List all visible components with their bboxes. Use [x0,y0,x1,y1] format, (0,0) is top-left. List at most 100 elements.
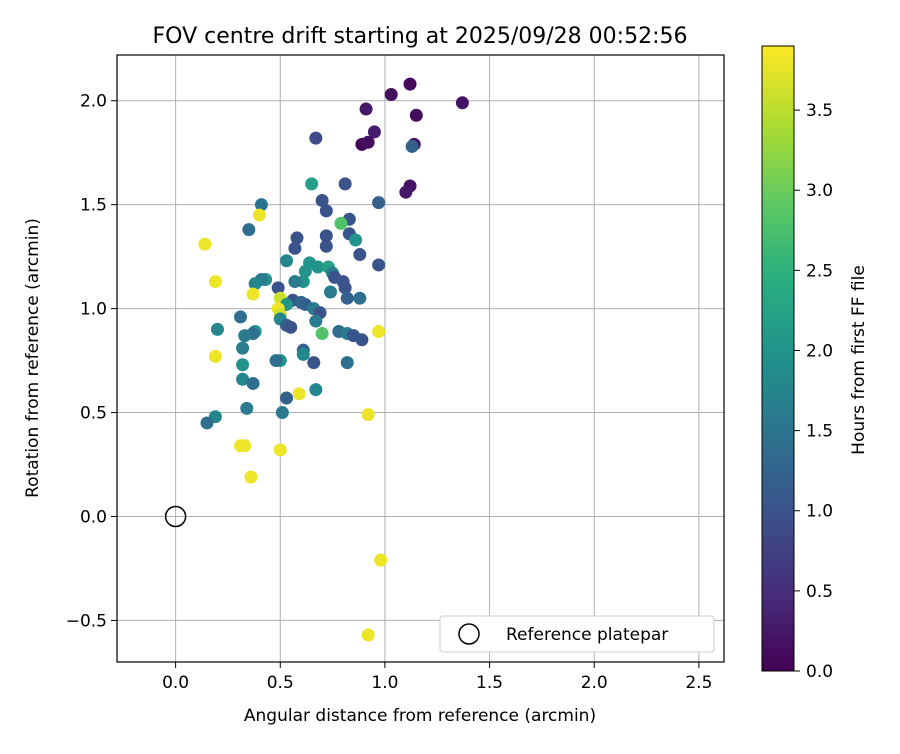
data-point [271,281,285,295]
colorbar-tick-label: 3.0 [806,181,833,201]
colorbar-tick-label: 1.0 [806,502,833,522]
data-point [236,372,250,386]
data-point [315,194,329,208]
x-axis-ticks: 0.0 0.5 1.0 1.5 2.0 2.5 [162,662,712,693]
x-tick-label: 1.5 [476,673,503,693]
data-point [455,96,469,110]
data-point [238,329,252,343]
data-point [269,354,283,368]
chart-title: FOV centre drift starting at 2025/09/28 … [153,24,688,49]
data-point [198,237,212,251]
x-tick-label: 0.5 [267,673,294,693]
data-point [309,131,323,145]
colorbar-tick-label: 0.5 [806,582,833,602]
data-point [319,204,333,218]
data-point [292,387,306,401]
data-point [403,77,417,91]
data-point [288,275,302,289]
data-point [338,281,352,295]
data-point [319,229,333,243]
data-point [409,108,423,122]
data-point [374,553,388,567]
data-point [355,333,369,347]
data-points [164,77,469,642]
x-tick-label: 1.0 [371,673,398,693]
colorbar-gradient [761,45,795,672]
data-point [244,470,258,484]
data-point [208,349,222,363]
data-point [273,443,287,457]
data-point [288,241,302,255]
data-point [280,391,294,405]
data-point [372,324,386,338]
y-tick-label: 2.0 [80,92,107,112]
data-point [338,177,352,191]
data-point [252,208,266,222]
data-point [298,264,312,278]
data-point [361,135,375,149]
legend-marker [458,623,480,645]
data-point [349,233,363,247]
data-point [307,356,321,370]
y-tick-label: 1.0 [80,300,107,320]
grid-lines [117,55,724,662]
data-point [296,347,310,361]
data-point [323,285,337,299]
data-point [340,291,354,305]
reference-platepar-marker [164,505,187,528]
data-point [315,327,329,341]
colorbar-tick-label: 0.0 [806,662,833,682]
data-point [384,87,398,101]
data-point [280,254,294,268]
data-point [399,185,413,199]
data-point [233,439,247,453]
data-point [319,239,333,253]
data-point [311,260,325,274]
x-tick-label: 2.0 [581,673,608,693]
data-point [305,177,319,191]
data-point [275,406,289,420]
y-axis-label: Rotation from reference (arcmin) [23,218,43,498]
data-point [208,275,222,289]
colorbar-label: Hours from first FF file [849,265,869,455]
data-point [284,320,298,334]
colorbar-ticks: 0.0 0.5 1.0 1.5 2.0 2.5 3.0 3.5 [794,101,833,682]
data-point [246,287,260,301]
data-point [353,248,367,262]
x-tick-label: 2.5 [685,673,712,693]
colorbar-tick-label: 2.0 [806,341,833,361]
plot-frame [116,54,725,663]
data-point [405,139,419,153]
x-axis-label: Angular distance from reference (arcmin) [244,706,596,726]
colorbar-tick-label: 3.5 [806,101,833,121]
data-point [372,196,386,210]
data-point [242,223,256,237]
data-point [254,198,268,212]
legend-label: Reference platepar [506,625,668,645]
colorbar: 0.0 0.5 1.0 1.5 2.0 2.5 3.0 3.5 Hours from firs… [761,45,869,682]
data-point [361,628,375,642]
data-point [353,291,367,305]
data-point [236,341,250,355]
data-point [309,314,323,328]
legend-box [439,615,715,653]
y-tick-label: 0.5 [80,404,107,424]
y-tick-label: −0.5 [66,611,107,631]
data-point [367,125,381,139]
data-point [309,383,323,397]
colorbar-tick-label: 2.5 [806,261,833,281]
data-point [200,416,214,430]
x-tick-label: 0.0 [162,673,189,693]
colorbar-tick-label: 1.5 [806,422,833,442]
data-point [246,376,260,390]
legend: Reference platepar [439,615,715,653]
data-point [240,401,254,415]
data-point [359,102,373,116]
y-axis-ticks: −0.5 0.0 0.5 1.0 1.5 2.0 [66,92,117,631]
data-point [290,231,304,245]
data-point [334,216,348,230]
data-point [340,356,354,370]
data-point [210,322,224,336]
y-tick-label: 1.5 [80,196,107,216]
